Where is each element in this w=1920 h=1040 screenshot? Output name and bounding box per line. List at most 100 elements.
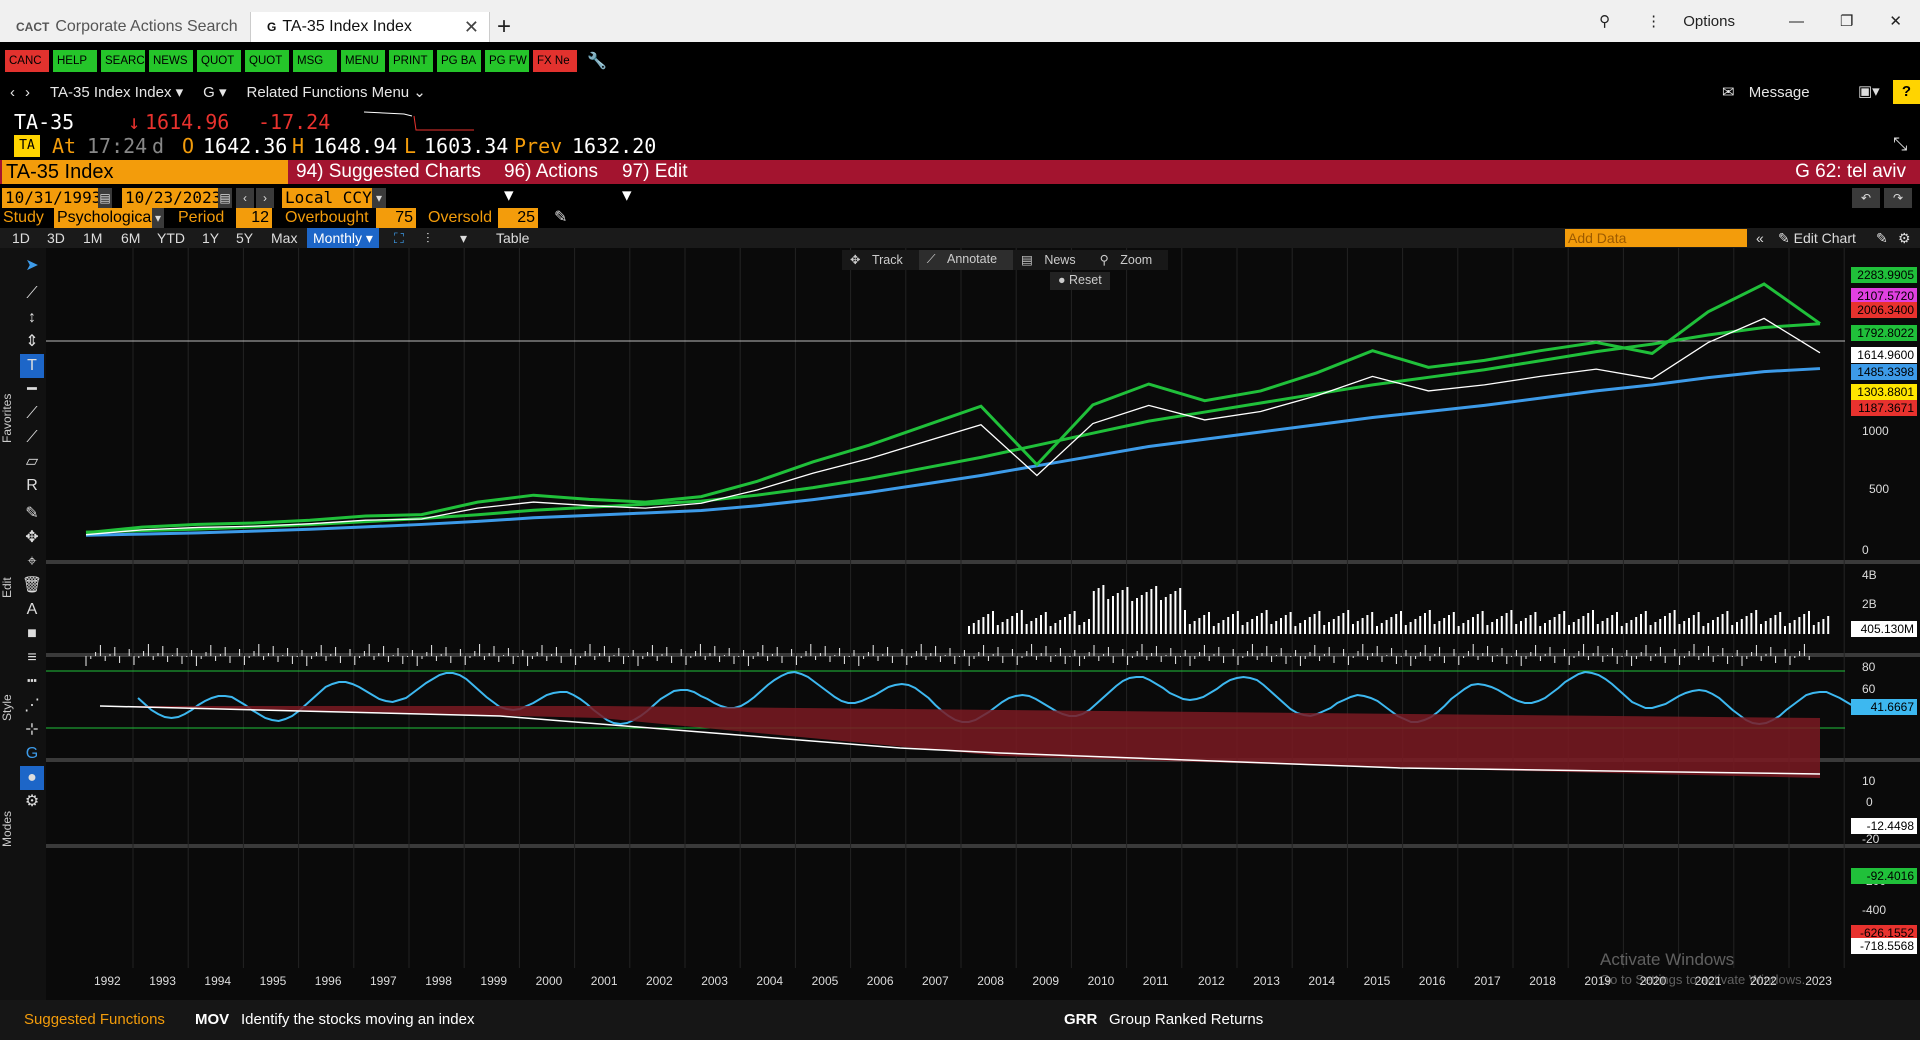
chart-canvas[interactable] [0,248,1920,1000]
close-icon[interactable]: ✕ [463,17,479,37]
back-icon[interactable]: ‹ [10,83,15,101]
actions-menu[interactable]: 96) Actions ▾ [504,161,599,206]
chevron-down-icon[interactable]: ▾ [460,230,468,246]
period-6m[interactable]: 6M [121,230,141,246]
text-tool-icon[interactable]: T [20,354,44,378]
function-description[interactable]: Identify the stocks moving an index [241,1011,475,1028]
draw-line-icon[interactable]: ⟋ [26,285,38,302]
function-code[interactable]: GRR [1064,1011,1098,1028]
tab-corporate-actions[interactable]: CACT Corporate Actions Search [0,12,246,42]
gear-icon[interactable]: ⚙ [1898,230,1911,246]
minimize-icon[interactable]: — [1788,12,1804,30]
help-button[interactable]: ? [1893,80,1920,104]
horizontal-line-icon[interactable]: ━ [27,381,37,398]
line-chart-icon[interactable]: ⛶ [394,230,404,246]
line-style-icon[interactable]: ┅ [27,673,37,690]
ray-icon[interactable]: ⟋ [26,429,38,446]
chevron-down-icon[interactable]: ▾ [152,208,164,228]
magnet-icon[interactable]: G [25,745,39,762]
start-date-field[interactable]: 10/31/1993 [2,188,98,208]
fnkey-help[interactable]: HELP [53,50,97,72]
font-icon[interactable]: A [26,601,38,618]
period-ytd[interactable]: YTD [157,230,185,246]
pin-icon[interactable]: ⚲ [1599,13,1611,30]
function-description[interactable]: Group Ranked Returns [1109,1011,1264,1028]
chart-area[interactable] [0,248,1920,1000]
fnkey-menu[interactable]: MENU [341,50,385,72]
period-1m[interactable]: 1M [83,230,103,246]
bar-type-icon[interactable]: ⫶ [426,230,430,246]
redo-icon[interactable]: ↷ [1884,188,1912,208]
trash-icon[interactable]: 🗑 [21,577,43,594]
track-button[interactable]: ✥ Track [842,250,919,270]
chevron-down-icon[interactable]: ▾ [372,188,386,208]
expand-icon[interactable]: ⤡ [1893,134,1908,155]
news-button[interactable]: ▤ News [1013,250,1092,270]
settings-icon[interactable]: ⚙ [24,793,40,810]
fnkey-fx-news[interactable]: FX Ne [533,50,577,72]
period-5y[interactable]: 5Y [236,230,254,246]
trendline-icon[interactable]: ⟋ [26,405,38,422]
zoom-button[interactable]: ⚲ Zoom [1092,250,1169,270]
price-range-icon[interactable]: ⇕ [25,333,39,350]
frequency-select[interactable]: Monthly ▾ [307,228,379,248]
next-period-icon[interactable]: › [256,188,274,208]
period-max[interactable]: Max [271,230,298,246]
function-selector[interactable]: G ▾ [203,84,227,101]
restore-icon[interactable]: ❐ [1839,13,1854,30]
prev-period-icon[interactable]: ‹ [236,188,254,208]
fnkey-print[interactable]: PRINT [389,50,433,72]
pointer-icon[interactable]: ➤ [25,257,39,274]
fnkey-quote-2[interactable]: QUOT [245,50,289,72]
regression-icon[interactable]: R [26,477,38,494]
oversold-field[interactable]: 25 [498,208,538,228]
overbought-field[interactable]: 75 [376,208,416,228]
layout-icon[interactable]: ▣▾ [1858,83,1880,100]
fnkey-page-back[interactable]: PG BA [437,50,481,72]
move-icon[interactable]: ✥ [25,529,39,546]
edit-menu[interactable]: 97) Edit ▾ [622,161,688,206]
fnkey-news[interactable]: NEWS [149,50,193,72]
table-button[interactable]: Table [496,230,530,246]
pen-icon[interactable]: ✎ [25,505,39,522]
suggested-charts-menu[interactable]: 94) Suggested Charts ▾ [292,160,490,206]
select-icon[interactable]: ⌖ [27,553,37,570]
calendar-icon[interactable]: ▤ [218,188,232,208]
collapse-icon[interactable]: « [1756,230,1764,246]
fnkey-quote[interactable]: QUOT [197,50,241,72]
reset-button[interactable]: ● Reset [1050,272,1110,290]
channel-icon[interactable]: ▱ [25,453,39,470]
wrench-icon[interactable]: 🔧 [587,53,607,70]
percent-tool-icon[interactable]: ↕ [28,309,36,326]
new-tab-icon[interactable]: + [497,13,512,40]
message-button[interactable]: ✉ Message [1722,84,1810,101]
add-data-input[interactable]: Add Data [1565,229,1747,247]
edit-pencil-icon[interactable]: ✎ [1876,230,1888,246]
period-field[interactable]: 12 [236,208,272,228]
colors-icon[interactable]: ● [20,766,44,790]
calendar-icon[interactable]: ▤ [98,188,112,208]
close-window-icon[interactable]: ✕ [1889,13,1902,30]
fnkey-search[interactable]: SEARC [101,50,145,72]
fnkey-page-forward[interactable]: PG FW [485,50,529,72]
related-functions-menu[interactable]: Related Functions Menu ⌄ [246,84,426,101]
fill-color-icon[interactable]: ■ [27,625,37,642]
tab-ta35-chart[interactable]: G TA-35 Index Index ✕ [250,12,490,42]
period-1y[interactable]: 1Y [202,230,220,246]
security-selector[interactable]: TA-35 Index Index ▾ [50,84,184,101]
period-1d[interactable]: 1D [12,230,30,246]
dotted-line-icon[interactable]: ⋰ [24,697,40,714]
annotate-button[interactable]: ⟋ Annotate [918,250,1014,270]
forward-icon[interactable]: › [25,83,30,101]
edit-chart-button[interactable]: ✎ Edit Chart [1778,230,1856,246]
period-3d[interactable]: 3D [47,230,65,246]
undo-icon[interactable]: ↶ [1852,188,1880,208]
pencil-icon[interactable]: ✎ [554,209,568,226]
options-menu[interactable]: ⋮ Options [1646,13,1735,30]
line-weight-icon[interactable]: ≡ [27,649,37,666]
function-code[interactable]: MOV [195,1011,230,1028]
currency-select[interactable]: Local CCY [282,188,372,208]
fnkey-msg[interactable]: MSG [293,50,337,72]
study-select[interactable]: Psychologica [54,208,152,228]
snap-icon[interactable]: ⊹ [25,721,39,738]
